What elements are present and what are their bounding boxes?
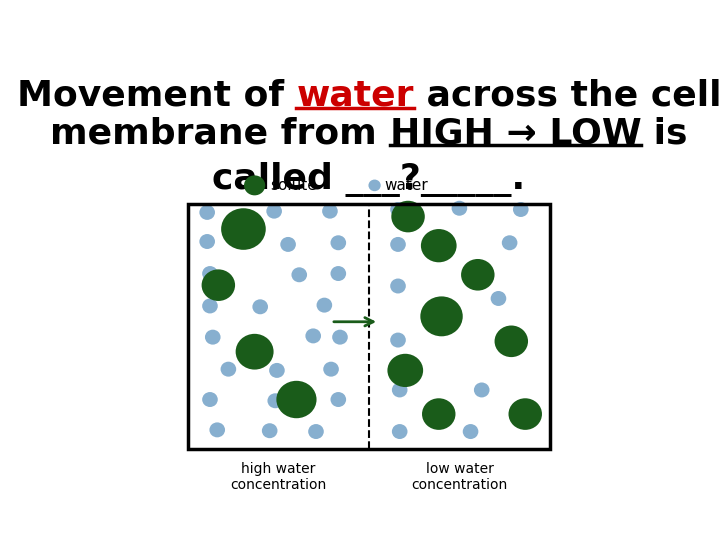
Text: called ___?_____.: called ___?_____. bbox=[212, 161, 526, 197]
Ellipse shape bbox=[292, 267, 307, 282]
Ellipse shape bbox=[305, 328, 321, 343]
Ellipse shape bbox=[490, 291, 506, 306]
Ellipse shape bbox=[463, 424, 478, 439]
Ellipse shape bbox=[210, 422, 225, 437]
Text: HIGH → LOW: HIGH → LOW bbox=[390, 117, 642, 151]
Ellipse shape bbox=[461, 259, 495, 291]
Ellipse shape bbox=[202, 266, 217, 281]
Text: across the cell: across the cell bbox=[414, 79, 720, 113]
Ellipse shape bbox=[323, 362, 339, 377]
Ellipse shape bbox=[390, 202, 406, 217]
Ellipse shape bbox=[317, 298, 332, 313]
Ellipse shape bbox=[267, 393, 283, 408]
Ellipse shape bbox=[387, 354, 423, 387]
Ellipse shape bbox=[262, 423, 277, 438]
Ellipse shape bbox=[220, 362, 236, 377]
Ellipse shape bbox=[390, 279, 406, 294]
Ellipse shape bbox=[253, 299, 268, 314]
Ellipse shape bbox=[392, 424, 408, 439]
Ellipse shape bbox=[205, 329, 220, 345]
Ellipse shape bbox=[502, 235, 518, 250]
Ellipse shape bbox=[513, 202, 528, 217]
Ellipse shape bbox=[202, 392, 217, 407]
Ellipse shape bbox=[392, 201, 425, 232]
Ellipse shape bbox=[276, 381, 317, 418]
Text: is: is bbox=[642, 117, 688, 151]
Text: water: water bbox=[384, 178, 428, 193]
Ellipse shape bbox=[330, 235, 346, 250]
Text: low water
concentration: low water concentration bbox=[412, 462, 508, 492]
Ellipse shape bbox=[221, 208, 266, 250]
Ellipse shape bbox=[280, 237, 296, 252]
Ellipse shape bbox=[420, 296, 463, 336]
Ellipse shape bbox=[330, 266, 346, 281]
Ellipse shape bbox=[330, 392, 346, 407]
Ellipse shape bbox=[495, 326, 528, 357]
Ellipse shape bbox=[235, 334, 274, 369]
Ellipse shape bbox=[451, 201, 467, 216]
Ellipse shape bbox=[199, 205, 215, 220]
Text: solute: solute bbox=[270, 178, 317, 193]
Ellipse shape bbox=[244, 176, 265, 195]
Bar bbox=[188, 204, 550, 449]
Ellipse shape bbox=[332, 329, 348, 345]
Ellipse shape bbox=[322, 204, 338, 219]
Ellipse shape bbox=[392, 382, 408, 397]
Ellipse shape bbox=[269, 363, 284, 378]
Text: Movement of: Movement of bbox=[17, 79, 297, 113]
Ellipse shape bbox=[199, 234, 215, 249]
Text: water: water bbox=[297, 79, 414, 113]
Ellipse shape bbox=[266, 204, 282, 219]
Text: high water
concentration: high water concentration bbox=[230, 462, 326, 492]
Ellipse shape bbox=[422, 399, 456, 430]
Ellipse shape bbox=[390, 237, 406, 252]
Ellipse shape bbox=[202, 269, 235, 301]
Ellipse shape bbox=[508, 399, 542, 430]
Ellipse shape bbox=[202, 299, 217, 313]
Ellipse shape bbox=[474, 382, 490, 397]
Bar bbox=[188, 204, 550, 449]
Ellipse shape bbox=[308, 424, 324, 439]
Ellipse shape bbox=[390, 333, 406, 348]
Ellipse shape bbox=[421, 229, 456, 262]
Text: membrane from: membrane from bbox=[50, 117, 390, 151]
Ellipse shape bbox=[369, 180, 381, 191]
